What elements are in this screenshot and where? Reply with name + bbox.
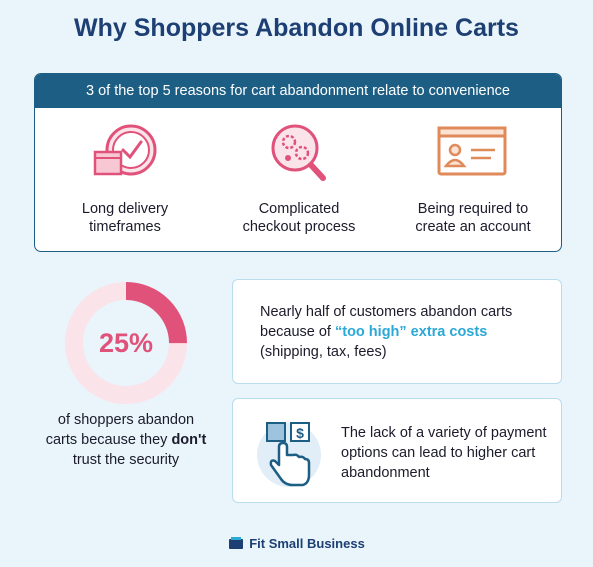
percent-label: 25% [99, 328, 153, 358]
extra-costs-text: Nearly half of customers abandon carts b… [260, 304, 513, 360]
panel-header: 3 of the top 5 reasons for cart abandonm… [35, 74, 561, 108]
brand-footer: Fit Small Business [0, 536, 593, 553]
extra-costs-card: Nearly half of customers abandon carts b… [232, 279, 562, 384]
brand-name: Fit Small Business [249, 536, 365, 551]
highlight-extra-costs: “too high” extra costs [334, 324, 488, 340]
donut-progress-arc [65, 282, 187, 404]
payment-options-card: $ The lack of a variety of payment optio… [232, 398, 562, 503]
stat-caption: of shoppers abandon carts because they d… [45, 412, 207, 468]
stat-caption-bold: don't [171, 432, 207, 448]
reason-complicated-checkout: Complicated checkout process [211, 120, 387, 236]
svg-text:$: $ [296, 425, 304, 441]
magnifier-gears-icon [271, 124, 326, 181]
reason-label: Being required to create an account [415, 201, 531, 235]
account-card-icon [437, 126, 507, 176]
reason-long-delivery: Long delivery timeframes [37, 120, 213, 236]
wallet-logo-icon [229, 537, 244, 549]
reasons-panel: 3 of the top 5 reasons for cart abandonm… [34, 73, 562, 252]
payment-options-text: The lack of a variety of payment options… [341, 425, 547, 481]
delivery-clock-icon [93, 124, 157, 176]
page-title: Why Shoppers Abandon Online Carts [74, 14, 519, 42]
reason-create-account: Being required to create an account [385, 120, 561, 236]
payment-tap-icon: $ [257, 422, 321, 487]
reason-label: Complicated checkout process [242, 201, 356, 235]
percentage-donut: 25% [65, 282, 187, 404]
reason-label: Long delivery timeframes [81, 201, 169, 235]
